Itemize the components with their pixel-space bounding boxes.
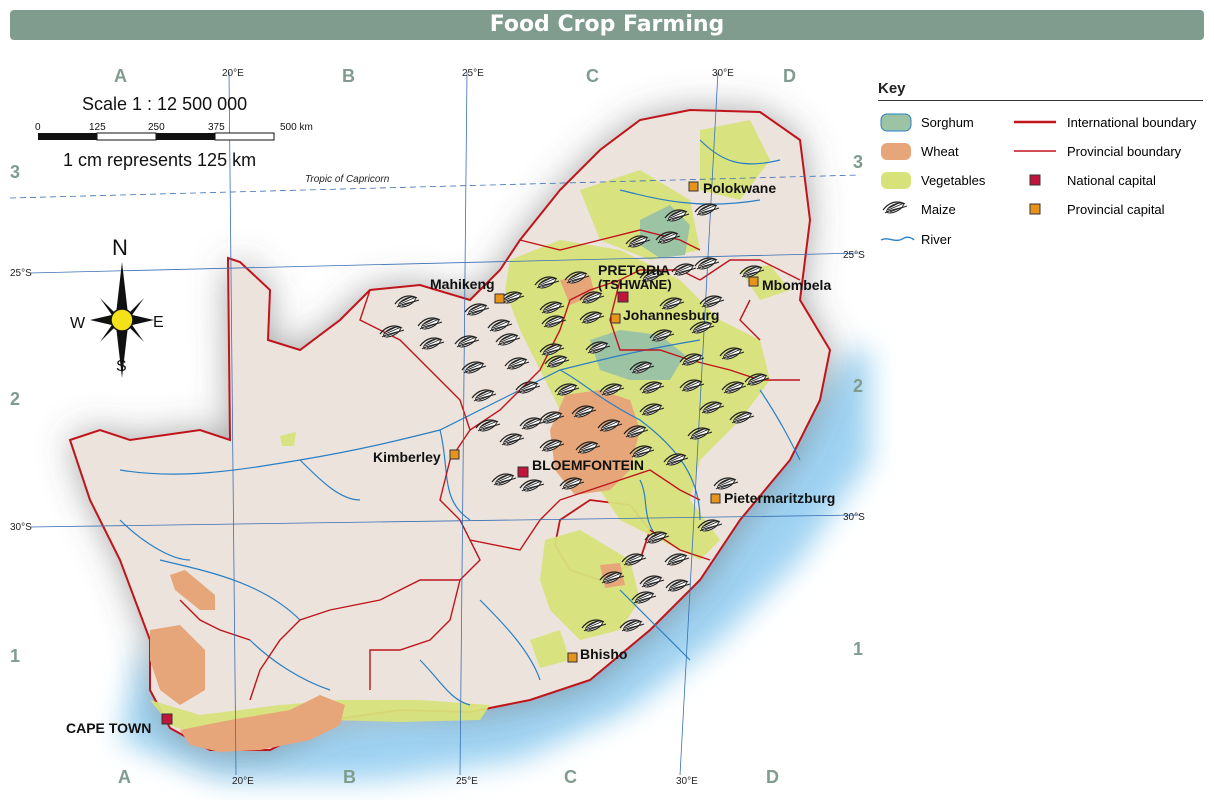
compass-n: N xyxy=(112,235,128,260)
key-label-provincial-capital: Provincial capital xyxy=(1067,202,1165,217)
compass-s: S xyxy=(116,358,127,375)
label-kimberley: Kimberley xyxy=(373,449,441,465)
label-polokwane: Polokwane xyxy=(703,180,776,196)
key-label-river: River xyxy=(921,232,952,247)
key-symbols xyxy=(880,113,1056,241)
lon-25-top: 25°E xyxy=(462,68,484,79)
grid-col-c-top: C xyxy=(586,66,599,86)
map-key: Key xyxy=(878,80,1206,101)
lat-25-right: 25°S xyxy=(843,250,865,261)
grid-row-1-left: 1 xyxy=(10,646,20,666)
lat-25-left: 25°S xyxy=(10,268,32,279)
key-label-international-boundary: International boundary xyxy=(1067,115,1197,130)
scale-bar: 0 125 250 375 500 km Scale 1 : 12 500 00… xyxy=(35,94,313,170)
grid-col-d-top: D xyxy=(783,66,796,86)
grid-row-2-left: 2 xyxy=(10,389,20,409)
lon-20-top: 20°E xyxy=(222,68,244,79)
provincial-boundaries xyxy=(179,229,801,701)
title-bar: Food Crop Farming xyxy=(10,10,1204,40)
lon-30-bottom: 30°E xyxy=(676,776,698,787)
lon-20-bottom: 20°E xyxy=(232,776,254,787)
key-label-sorghum: Sorghum xyxy=(921,115,974,130)
tropic-label: Tropic of Capricorn xyxy=(305,174,390,185)
label-tshwane: (TSHWANE) xyxy=(598,277,672,292)
label-mbombela: Mbombela xyxy=(762,277,831,293)
wheat-regions xyxy=(150,275,640,752)
scale-tick-125: 125 xyxy=(89,122,106,133)
scale-tick-500: 500 km xyxy=(280,122,313,133)
key-label-vegetables: Vegetables xyxy=(921,173,986,188)
grid-col-b-bottom: B xyxy=(343,767,356,787)
key-label-provincial-boundary: Provincial boundary xyxy=(1067,144,1182,159)
grid-row-2-right: 2 xyxy=(853,376,863,396)
grid-col-a-top: A xyxy=(114,66,127,86)
label-pietermaritzburg: Pietermaritzburg xyxy=(724,490,835,506)
grid-col-a-bottom: A xyxy=(118,767,131,787)
map-title: Food Crop Farming xyxy=(489,12,725,37)
label-mahikeng: Mahikeng xyxy=(430,276,495,292)
grid-row-3-right: 3 xyxy=(853,152,863,172)
grid-col-d-bottom: D xyxy=(766,767,779,787)
label-johannesburg: Johannesburg xyxy=(623,307,719,323)
grid-col-b-top: B xyxy=(342,66,355,86)
compass-rose: N S W E xyxy=(70,235,164,378)
capital-markers xyxy=(161,181,759,725)
label-pretoria: PRETORIA xyxy=(598,262,670,278)
key-label-national-capital: National capital xyxy=(1067,173,1156,188)
key-title: Key xyxy=(878,80,1203,101)
scale-ratio: Scale 1 : 12 500 000 xyxy=(82,94,247,114)
lat-30-left: 30°S xyxy=(10,522,32,533)
scale-tick-0: 0 xyxy=(35,122,41,133)
graticule xyxy=(9,71,861,776)
grid-row-3-left: 3 xyxy=(10,162,20,182)
compass-w: W xyxy=(70,315,86,332)
scale-represents: 1 cm represents 125 km xyxy=(63,150,256,170)
compass-e: E xyxy=(153,314,164,331)
label-cape-town: CAPE TOWN xyxy=(66,720,151,736)
grid-col-c-bottom: C xyxy=(564,767,577,787)
lon-25-bottom: 25°E xyxy=(456,776,478,787)
lat-30-right: 30°S xyxy=(843,512,865,523)
key-label-wheat: Wheat xyxy=(921,144,959,159)
key-label-maize: Maize xyxy=(921,202,956,217)
lon-30-top: 30°E xyxy=(712,68,734,79)
grid-row-1-right: 1 xyxy=(853,639,863,659)
label-bloemfontein: BLOEMFONTEIN xyxy=(532,457,644,473)
scale-tick-250: 250 xyxy=(148,122,165,133)
label-bhisho: Bhisho xyxy=(580,646,627,662)
scale-tick-375: 375 xyxy=(208,122,225,133)
